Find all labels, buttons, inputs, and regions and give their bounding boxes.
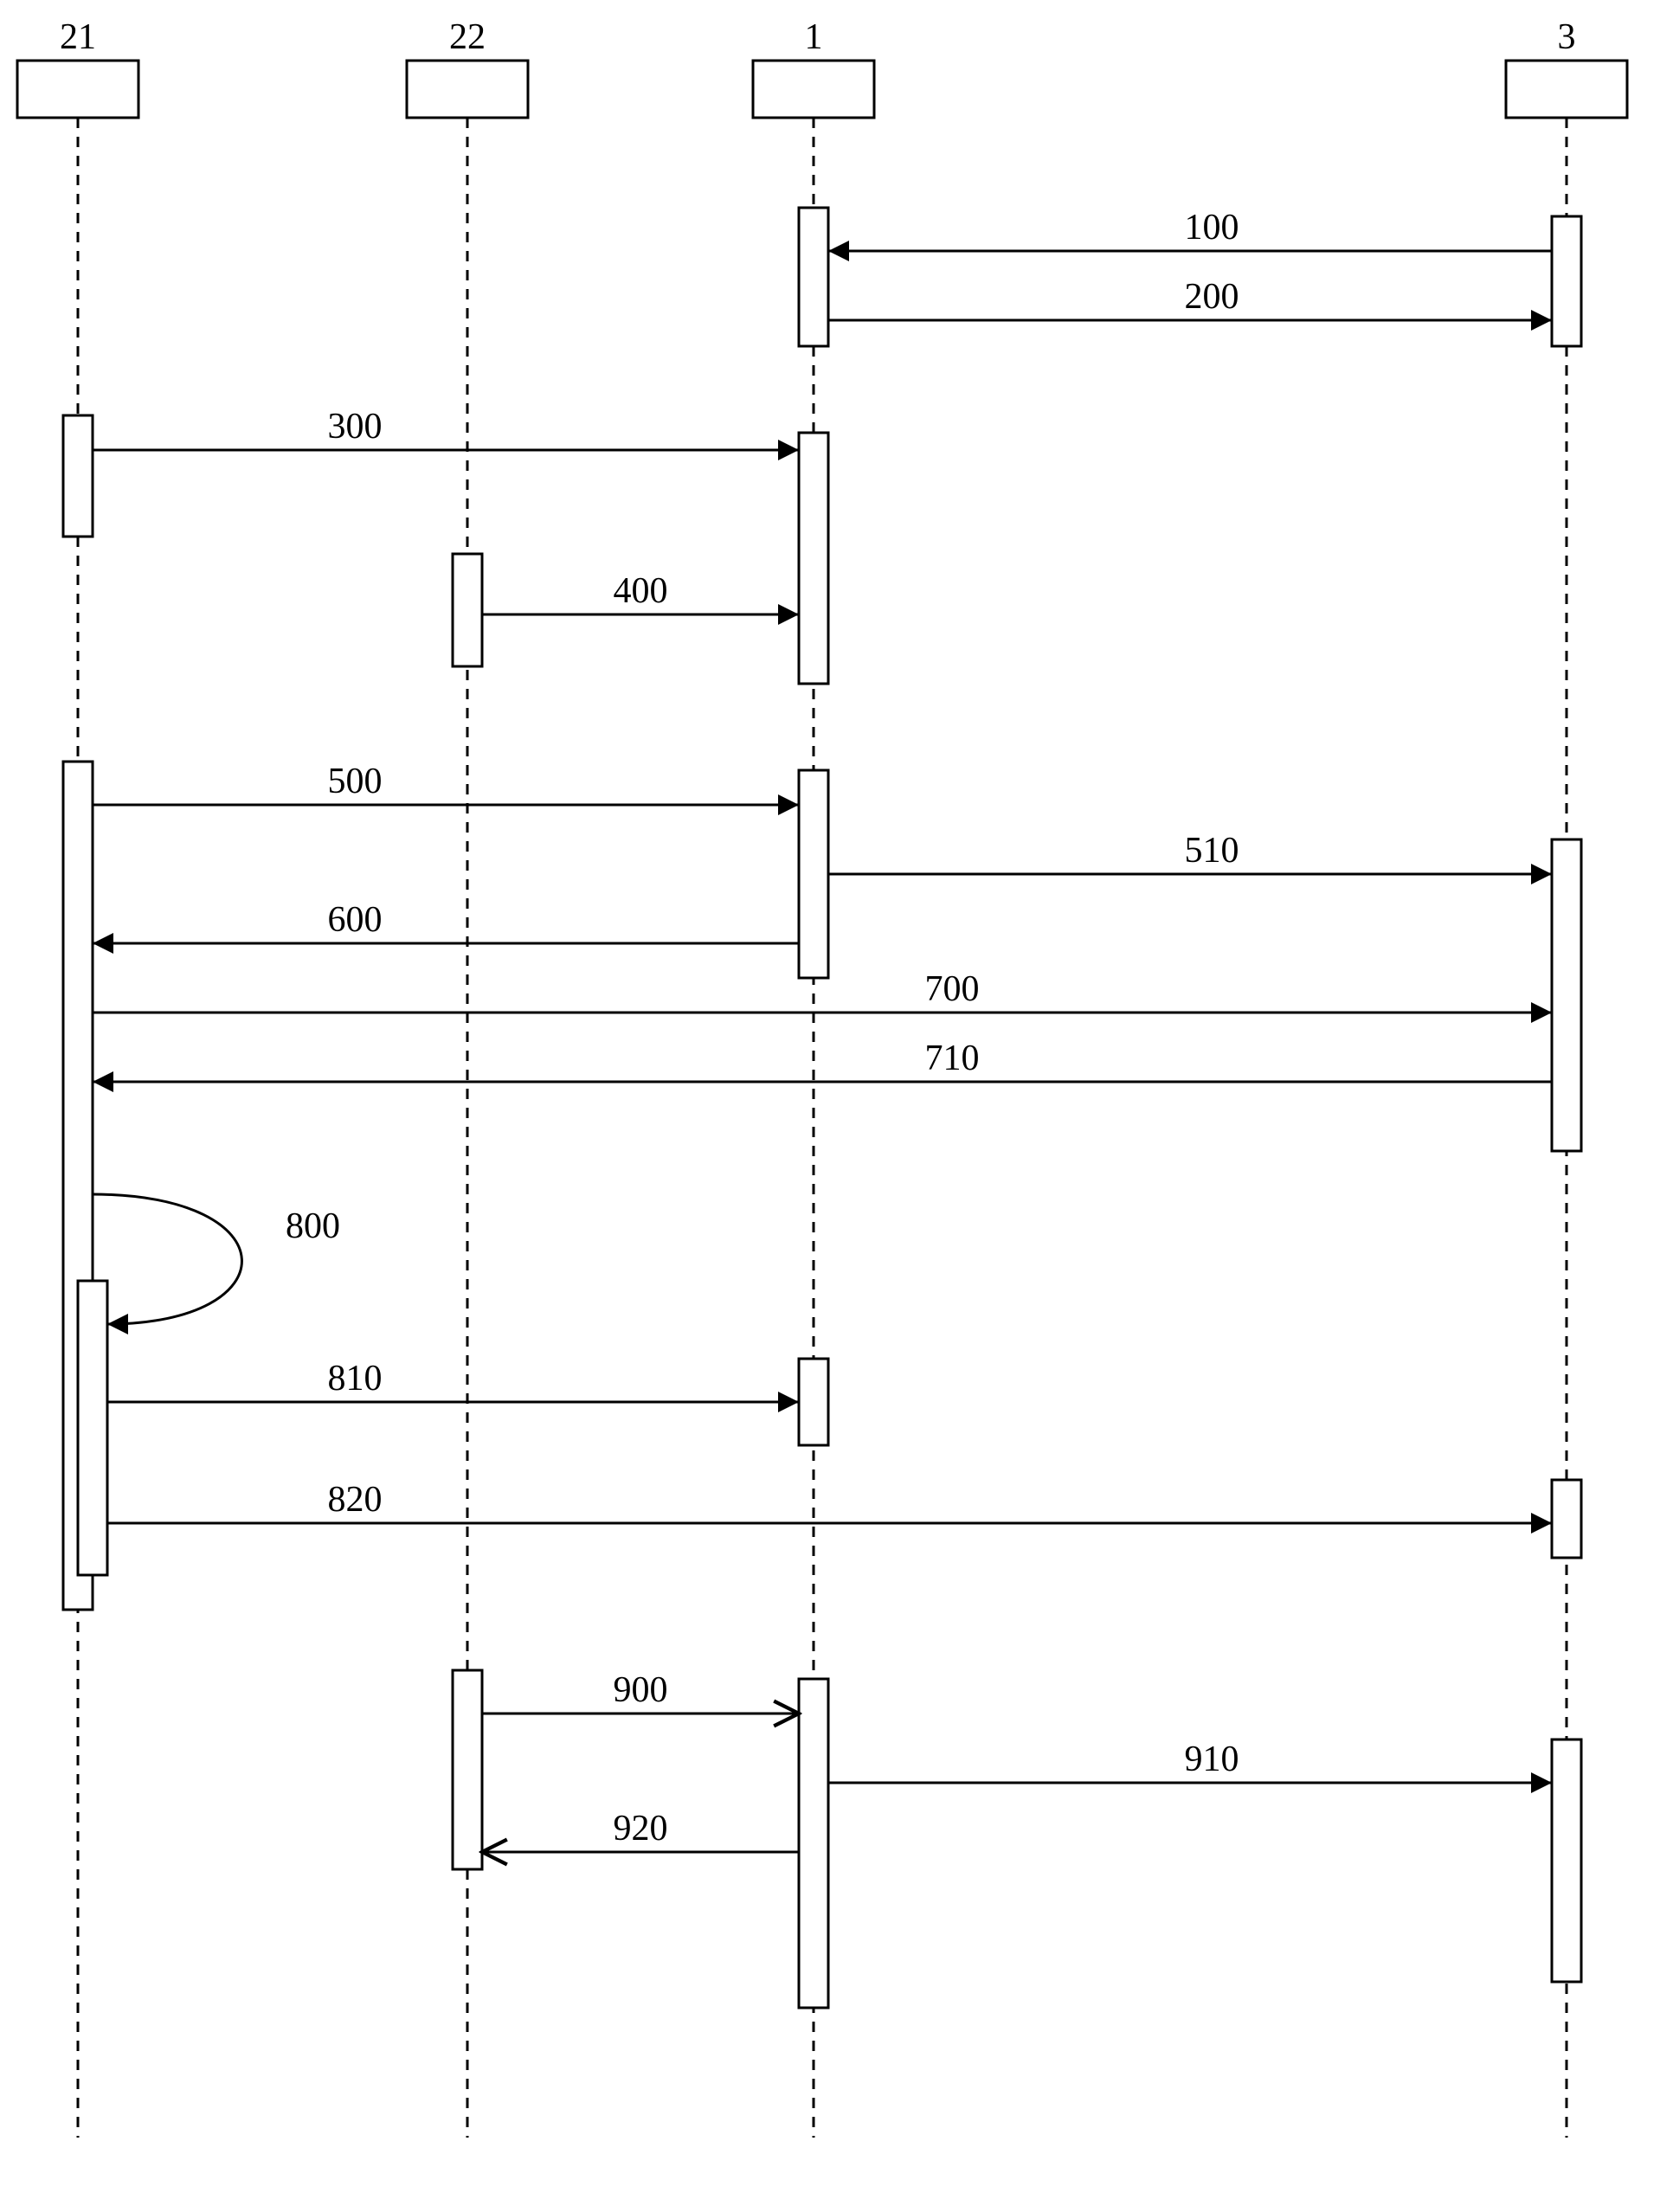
message-label-500: 500 [328,762,383,801]
activation-p1-12 [799,1679,828,2008]
message-label-900: 900 [614,1670,668,1710]
activation-p3-10 [1552,1480,1581,1558]
message-label-510: 510 [1185,831,1239,871]
participant-label-p3: 3 [1558,17,1576,57]
activation-p3-13 [1552,1739,1581,1982]
activation-p1-0 [799,208,828,346]
participant-box-p21 [17,61,138,118]
self-message-label-800: 800 [286,1206,340,1246]
message-label-300: 300 [328,407,383,447]
participant-box-p22 [407,61,528,118]
message-label-600: 600 [328,900,383,940]
activation-p22-4 [453,554,482,666]
activation-p1-6 [799,770,828,978]
sequence-diagram: 21 22 1 3 100 200 300 400 500 510 600 700 710 810 820 9… [0,0,1673,2212]
activation-p1-9 [799,1359,828,1445]
message-label-100: 100 [1185,208,1239,248]
message-label-820: 820 [328,1480,383,1520]
participant-label-p1: 1 [805,17,823,57]
activation-p21-2 [63,415,93,537]
activation-p1-3 [799,433,828,684]
self-message-800 [93,1194,241,1324]
message-label-710: 710 [925,1038,980,1078]
message-label-810: 810 [328,1359,383,1399]
activation-p3-1 [1552,216,1581,346]
activation-p21-8 [78,1281,107,1575]
participant-label-p22: 22 [449,17,486,57]
activation-p3-7 [1552,839,1581,1151]
message-label-200: 200 [1185,277,1239,317]
participant-box-p1 [753,61,874,118]
participant-label-p21: 21 [60,17,96,57]
message-label-920: 920 [614,1809,668,1849]
message-label-400: 400 [614,571,668,611]
message-label-910: 910 [1185,1739,1239,1779]
participant-box-p3 [1506,61,1627,118]
message-label-700: 700 [925,969,980,1009]
activation-p22-11 [453,1670,482,1869]
